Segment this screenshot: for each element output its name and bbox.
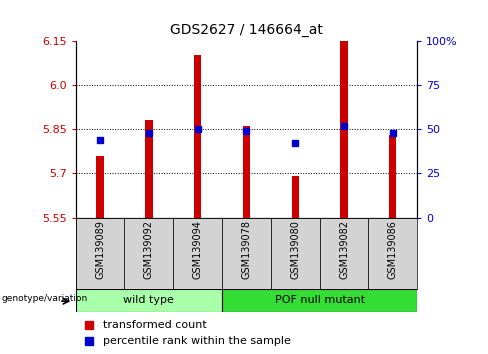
Bar xyxy=(173,218,222,289)
Bar xyxy=(292,176,299,218)
Bar xyxy=(145,120,152,218)
Text: GSM139089: GSM139089 xyxy=(95,220,105,279)
Text: POF null mutant: POF null mutant xyxy=(275,295,365,305)
Bar xyxy=(243,126,250,218)
Bar xyxy=(194,56,202,218)
Text: genotype/variation: genotype/variation xyxy=(1,295,88,303)
Bar xyxy=(76,289,222,312)
Text: GSM139082: GSM139082 xyxy=(339,220,349,279)
Bar xyxy=(368,218,417,289)
Text: percentile rank within the sample: percentile rank within the sample xyxy=(103,336,291,346)
Bar xyxy=(389,135,397,218)
Bar xyxy=(97,156,104,218)
Bar xyxy=(222,289,417,312)
Text: GSM139092: GSM139092 xyxy=(144,220,154,279)
Bar xyxy=(76,218,124,289)
Bar xyxy=(271,218,320,289)
Text: GSM139080: GSM139080 xyxy=(290,220,300,279)
Bar xyxy=(341,41,348,218)
Text: GSM139086: GSM139086 xyxy=(388,220,398,279)
Text: GSM139094: GSM139094 xyxy=(193,220,203,279)
Text: transformed count: transformed count xyxy=(103,320,207,330)
Text: wild type: wild type xyxy=(123,295,174,305)
Bar xyxy=(124,218,173,289)
Text: GSM139078: GSM139078 xyxy=(242,220,251,279)
Title: GDS2627 / 146664_at: GDS2627 / 146664_at xyxy=(170,23,323,37)
Bar xyxy=(320,218,368,289)
Bar xyxy=(222,218,271,289)
